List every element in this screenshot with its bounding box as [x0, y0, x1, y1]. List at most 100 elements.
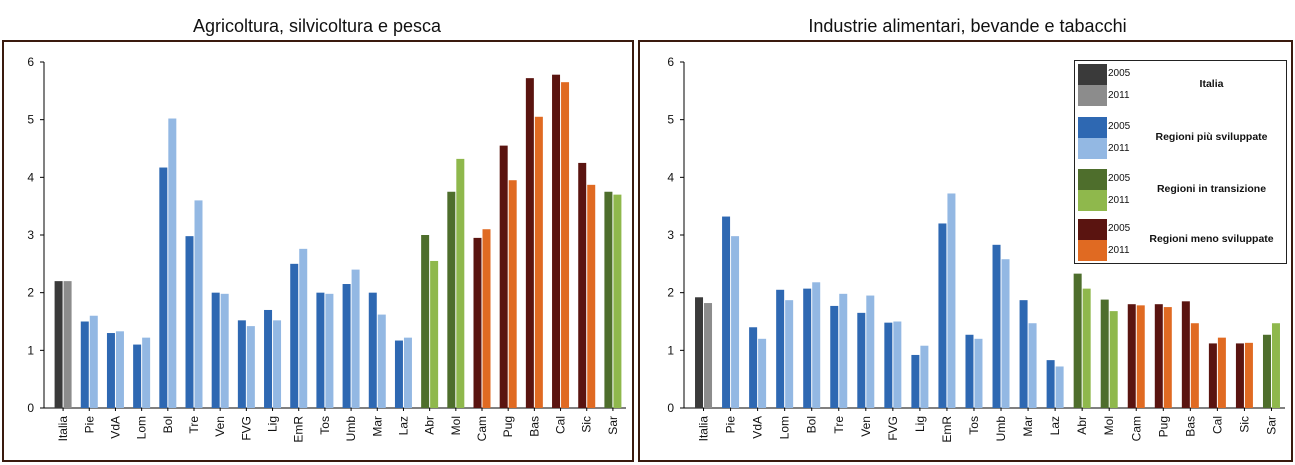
- bar-cal-2005: [1208, 343, 1217, 408]
- x-tick-label: Mar: [370, 416, 384, 437]
- bar-pie-2005: [722, 216, 731, 408]
- legend-swatch-italia-2011: [1078, 85, 1107, 106]
- legend-year-2011: 2011: [1108, 245, 1130, 256]
- y-tick-label: 3: [27, 228, 34, 242]
- bar-bas-2011: [1190, 323, 1199, 408]
- bar-lom-2005: [133, 344, 142, 408]
- bar-cal-2005: [552, 74, 561, 408]
- bar-ven-2011: [220, 293, 229, 408]
- bar-pie-2011: [731, 236, 740, 408]
- x-tick-label: Cam: [475, 416, 489, 441]
- x-tick-label: VdA: [751, 416, 765, 439]
- chart-panel-right: 0 1 2 3 4 5 6 Italia Pie VdA Lom Bol Tre Ven FVG Lig EmR…: [638, 40, 1293, 462]
- bar-mol-2005: [447, 191, 456, 408]
- bar-sic-2005: [578, 162, 587, 408]
- bar-tos-2005: [965, 334, 974, 408]
- bar-tos-2005: [316, 292, 325, 408]
- x-tick-label: Tos: [318, 416, 332, 435]
- bar-tre-2005: [185, 236, 194, 408]
- x-tick-label: Laz: [1048, 416, 1062, 435]
- legend-swatch-meno-2011: [1078, 240, 1107, 261]
- bar-chart-industrie-alimentari: 0 1 2 3 4 5 6 Italia Pie VdA Lom Bol Tre Ven FVG Lig EmR…: [667, 55, 1285, 443]
- x-tick-label: Bol: [805, 416, 819, 433]
- bar-pug-2005: [1154, 304, 1163, 408]
- bar-pug-2011: [508, 180, 517, 408]
- bar-cal-2011: [1217, 337, 1226, 408]
- x-tick-label: EmR: [292, 416, 306, 443]
- bar-mol-2011: [456, 158, 465, 408]
- y-tick-label: 0: [667, 401, 674, 415]
- x-tick-label: Lom: [778, 416, 792, 439]
- x-tick-label: Pug: [501, 416, 515, 437]
- legend-year-2011: 2011: [1108, 90, 1130, 101]
- y-tick-label: 6: [27, 55, 34, 69]
- x-tick-label: Sar: [606, 416, 620, 435]
- bar-sic-2011: [587, 184, 596, 408]
- x-tick-label: FVG: [239, 416, 253, 441]
- x-tick-label: Mar: [1021, 416, 1035, 437]
- x-tick-label: Cam: [1129, 416, 1143, 441]
- legend-year-2005: 2005: [1108, 173, 1131, 184]
- x-tick-label: Laz: [396, 416, 410, 435]
- x-tick-label: Bol: [161, 416, 175, 433]
- legend-swatch-meno-2005: [1078, 219, 1107, 240]
- bar-lom-2005: [776, 289, 785, 408]
- bar-sar-2011: [1271, 323, 1280, 408]
- bar-emr-2011: [947, 193, 956, 408]
- bar-sar-2011: [613, 194, 622, 408]
- bar-bol-2005: [159, 167, 168, 408]
- bar-sar-2005: [604, 191, 613, 408]
- x-tick-label: Pie: [724, 416, 738, 434]
- chart-title-right: Industrie alimentari, bevande e tabacchi: [808, 16, 1127, 36]
- bar-italia-2005: [695, 297, 704, 408]
- x-tick-label: Tre: [832, 416, 846, 434]
- x-tick-label: Lig: [913, 416, 927, 432]
- bar-tre-2011: [194, 200, 203, 408]
- x-tick-label: Sic: [580, 416, 594, 433]
- bar-chart-agricoltura: 0 1 2 3 4 5 6 Italia Pie VdA Lom Bol Tre Ven FVG Lig EmR…: [27, 55, 626, 443]
- y-tick-label: 6: [667, 55, 674, 69]
- x-tick-label: FVG: [886, 416, 900, 441]
- bar-bol-2005: [803, 288, 812, 408]
- bar-laz-2005: [394, 340, 403, 408]
- legend-swatch-piu-2011: [1078, 138, 1107, 159]
- legend-swatch-trans-2011: [1078, 190, 1107, 211]
- bar-laz-2005: [1046, 360, 1055, 408]
- bar-italia-2011: [63, 281, 72, 408]
- bar-mar-2005: [1019, 300, 1028, 408]
- bar-mar-2011: [377, 314, 386, 408]
- bar-vda-2005: [749, 327, 758, 408]
- bar-lig-2011: [273, 320, 282, 408]
- bar-vda-2011: [758, 338, 767, 408]
- x-tick-label: Sar: [1264, 416, 1278, 435]
- x-tick-label: Lig: [266, 416, 280, 432]
- bar-mar-2005: [368, 292, 377, 408]
- legend-swatch-piu-2005: [1078, 117, 1107, 138]
- x-tick-label: Cal: [554, 416, 568, 434]
- bar-laz-2011: [1055, 366, 1064, 408]
- bar-sic-2005: [1235, 343, 1244, 408]
- bar-emr-2005: [938, 223, 947, 408]
- x-tick-label: Abr: [423, 416, 437, 435]
- bar-cam-2005: [473, 237, 482, 408]
- bar-mol-2005: [1100, 299, 1109, 408]
- x-tick-label: Tre: [187, 416, 201, 434]
- bar-emr-2005: [290, 263, 299, 408]
- bar-mol-2011: [1109, 311, 1118, 408]
- bar-pug-2011: [1163, 307, 1172, 408]
- bar-tos-2011: [325, 293, 334, 408]
- bar-italia-2005: [54, 281, 63, 408]
- bar-pie-2005: [80, 321, 89, 408]
- x-tick-label: Umb: [344, 416, 358, 442]
- bar-pug-2005: [499, 145, 508, 408]
- x-tick-label: Pie: [82, 416, 96, 434]
- y-tick-label: 3: [667, 228, 674, 242]
- x-tick-label: Italia: [697, 416, 711, 442]
- x-tick-label: Pug: [1156, 416, 1170, 437]
- bar-fvg-2011: [246, 326, 255, 408]
- legend-swatch-trans-2005: [1078, 169, 1107, 190]
- bar-ven-2005: [211, 292, 220, 408]
- bar-mar-2011: [1028, 323, 1037, 408]
- bar-tos-2011: [974, 338, 983, 408]
- chart-panel-left: 0 1 2 3 4 5 6 Italia Pie VdA Lom Bol Tre Ven FVG Lig EmR…: [2, 40, 634, 462]
